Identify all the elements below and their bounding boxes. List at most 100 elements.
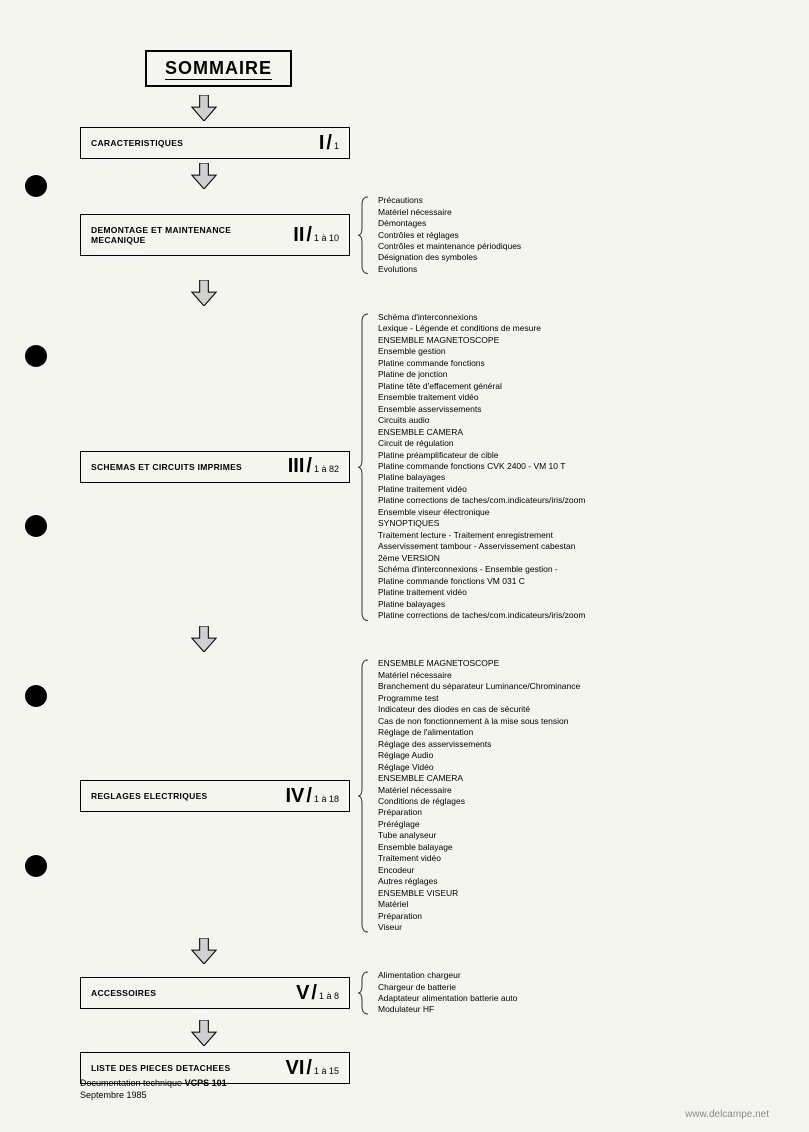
punch-hole <box>25 685 47 707</box>
page-range: 1 à 82 <box>314 464 339 474</box>
detail-line: Chargeur de batterie <box>378 982 517 993</box>
detail-line: Ensemble traitement vidéo <box>378 392 585 403</box>
detail-line: Contrôles et réglages <box>378 230 521 241</box>
detail-line: Réglage Vidéo <box>378 762 580 773</box>
arrow-down-icon <box>190 163 218 189</box>
detail-line: Cas de non fonctionnement à la mise sous… <box>378 716 580 727</box>
arrow-down-icon <box>190 626 218 652</box>
detail-line: Réglage Audio <box>378 750 580 761</box>
detail-line: Matériel <box>378 899 580 910</box>
punch-hole <box>25 855 47 877</box>
detail-line: Désignation des symboles <box>378 252 521 263</box>
section-label: SCHEMAS ET CIRCUITS IMPRIMES <box>81 452 288 482</box>
section-label: CARACTERISTIQUES <box>81 128 319 158</box>
section-box: DEMONTAGE ET MAINTENANCE MECANIQUEII/1 à… <box>80 214 350 256</box>
section-details: ENSEMBLE MAGNETOSCOPEMatériel nécessaire… <box>378 658 580 933</box>
section-box: ACCESSOIRESV/1 à 8 <box>80 977 350 1009</box>
detail-line: Branchement du séparateur Luminance/Chro… <box>378 681 580 692</box>
roman-numeral: III <box>288 455 305 478</box>
section-box: REGLAGES ELECTRIQUESIV/1 à 18 <box>80 780 350 812</box>
section-details: PrécautionsMatériel nécessaireDémontages… <box>378 195 521 275</box>
detail-line: Schéma d'interconnexions <box>378 312 585 323</box>
detail-line: Réglage de l'alimentation <box>378 727 580 738</box>
title-text: SOMMAIRE <box>165 58 272 80</box>
detail-line: Démontages <box>378 218 521 229</box>
arrow-down-icon <box>190 938 218 964</box>
section-row: CARACTERISTIQUESI/1 <box>80 127 769 159</box>
page-range: 1 à 15 <box>314 1066 339 1076</box>
punch-hole <box>25 515 47 537</box>
brace-column <box>350 970 378 1016</box>
footer-line1: Documentation technique VCPS 101 <box>80 1077 227 1090</box>
detail-line: ENSEMBLE VISEUR <box>378 888 580 899</box>
detail-line: Précautions <box>378 195 521 206</box>
detail-line: Platine commande fonctions <box>378 358 585 369</box>
section-number: II/1 à 10 <box>293 224 349 247</box>
brace-column <box>350 312 378 623</box>
detail-line: Platine commande fonctions VM 031 C <box>378 576 585 587</box>
detail-line: Matériel nécessaire <box>378 670 580 681</box>
section-details: Schéma d'interconnexionsLexique - Légend… <box>378 312 585 622</box>
detail-line: ENSEMBLE MAGNETOSCOPE <box>378 335 585 346</box>
brace-column <box>350 658 378 934</box>
detail-line: Platine de jonction <box>378 369 585 380</box>
detail-line: Platine corrections de taches/com.indica… <box>378 495 585 506</box>
arrow-down-icon <box>190 1020 218 1046</box>
flow-arrow <box>190 938 769 964</box>
section-number: V/1 à 8 <box>296 982 349 1005</box>
page-range: 1 à 10 <box>314 233 339 243</box>
section-number: III/1 à 82 <box>288 455 349 478</box>
detail-line: Platine corrections de taches/com.indica… <box>378 610 585 621</box>
section-number: VI/1 à 15 <box>286 1057 350 1080</box>
flow-arrow <box>190 163 769 189</box>
detail-line: Autres réglages <box>378 876 580 887</box>
detail-line: Ensemble balayage <box>378 842 580 853</box>
roman-numeral: IV <box>286 785 305 808</box>
footer-line2: Septembre 1985 <box>80 1089 227 1102</box>
detail-line: Circuits audio <box>378 415 585 426</box>
brace-icon <box>358 312 372 623</box>
detail-line: Réglage des asservissements <box>378 739 580 750</box>
detail-line: Platine préamplificateur de cible <box>378 450 585 461</box>
section-row: REGLAGES ELECTRIQUESIV/1 à 18 ENSEMBLE M… <box>80 658 769 934</box>
detail-line: Traitement vidéo <box>378 853 580 864</box>
page-range: 1 à 18 <box>314 794 339 804</box>
arrow-down-icon <box>190 280 218 306</box>
section-box: CARACTERISTIQUESI/1 <box>80 127 350 159</box>
detail-line: Alimentation chargeur <box>378 970 517 981</box>
brace-icon <box>358 658 372 934</box>
detail-line: Conditions de réglages <box>378 796 580 807</box>
watermark: www.delcampe.net <box>685 1109 769 1120</box>
detail-line: Ensemble viseur électronique <box>378 507 585 518</box>
flow-arrow <box>190 626 769 652</box>
detail-line: Platine balayages <box>378 599 585 610</box>
brace-column <box>350 195 378 276</box>
detail-line: ENSEMBLE CAMERA <box>378 773 580 784</box>
detail-line: Préparation <box>378 807 580 818</box>
detail-line: 2ème VERSION <box>378 553 585 564</box>
section-number: I/1 <box>319 132 349 155</box>
detail-line: Programme test <box>378 693 580 704</box>
detail-line: Platine balayages <box>378 472 585 483</box>
section-label: DEMONTAGE ET MAINTENANCE MECANIQUE <box>81 215 293 255</box>
page-range: 1 à 8 <box>319 991 339 1001</box>
detail-line: Tube analyseur <box>378 830 580 841</box>
detail-line: Circuit de régulation <box>378 438 585 449</box>
detail-line: Matériel nécessaire <box>378 785 580 796</box>
detail-line: Schéma d'interconnexions - Ensemble gest… <box>378 564 585 575</box>
detail-line: Viseur <box>378 922 580 933</box>
section-number: IV/1 à 18 <box>286 785 350 808</box>
detail-line: Indicateur des diodes en cas de sécurité <box>378 704 580 715</box>
roman-numeral: VI <box>286 1057 305 1080</box>
detail-line: ENSEMBLE CAMERA <box>378 427 585 438</box>
arrow-down-icon <box>190 95 218 121</box>
detail-line: Encodeur <box>378 865 580 876</box>
brace-icon <box>358 195 372 276</box>
detail-line: Adaptateur alimentation batterie auto <box>378 993 517 1004</box>
detail-line: Evolutions <box>378 264 521 275</box>
section-row: SCHEMAS ET CIRCUITS IMPRIMESIII/1 à 82 S… <box>80 312 769 623</box>
footer: Documentation technique VCPS 101 Septemb… <box>80 1077 227 1102</box>
section-label: REGLAGES ELECTRIQUES <box>81 781 286 811</box>
roman-numeral: II <box>293 224 304 247</box>
detail-line: Platine traitement vidéo <box>378 587 585 598</box>
